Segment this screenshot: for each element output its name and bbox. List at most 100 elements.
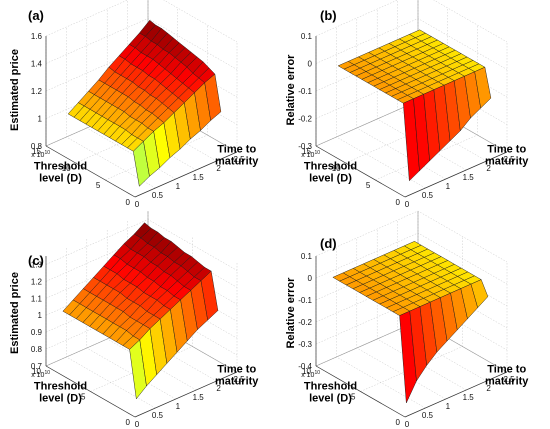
axis-line: [404, 371, 508, 418]
x-tick-label: 1.5: [463, 173, 475, 182]
y-axis-title: Threshold level (D): [304, 381, 357, 405]
y-tick-label: 0: [126, 418, 131, 427]
x-tick-label: 0.5: [422, 411, 434, 420]
x-tick-label: 2: [216, 164, 221, 173]
y-exponent-label: x 1010: [301, 150, 320, 159]
y-tick-label: 0: [396, 198, 401, 207]
surface-patch: [470, 279, 489, 308]
y-tick-label: 0: [396, 418, 401, 427]
z-tick-label: -0.2: [298, 115, 312, 124]
y-exponent-label: x 1010: [31, 150, 50, 159]
y-exponent-power: 10: [314, 150, 320, 156]
back-pane-edge: [315, 100, 419, 147]
y-exponent-power: 10: [314, 370, 320, 376]
z-tick-label: 1.4: [31, 60, 43, 69]
x-tick-label: 2.5: [503, 375, 515, 384]
axis-line: [45, 145, 136, 198]
z-tick-label: 0.9: [31, 328, 43, 337]
panel-label: (c): [28, 253, 44, 268]
z-tick-label: 1: [38, 115, 43, 124]
y-axis-title: Threshold level (D): [304, 161, 357, 185]
x-tick-label: 0.5: [152, 411, 164, 420]
z-tick-label: 1.6: [31, 32, 43, 41]
y-exponent-power: 10: [44, 150, 50, 156]
z-tick-label: 0.1: [301, 252, 313, 261]
axis-line: [315, 365, 406, 418]
z-tick-label: -0.2: [298, 318, 312, 327]
z-tick-label: -0.1: [298, 87, 312, 96]
x-tick-label: 1: [176, 182, 181, 191]
x-tick-label: 1: [176, 402, 181, 411]
x-tick-label: 2.5: [233, 155, 245, 164]
z-tick-label: 0.8: [31, 345, 43, 354]
y-tick-label: 15: [32, 147, 41, 156]
axis-line: [404, 151, 508, 198]
y-tick-label: 5: [81, 393, 86, 402]
y-axis-title: Threshold level (D): [34, 381, 87, 405]
y-tick-label: 10: [32, 367, 41, 376]
x-tick-label: 2.5: [503, 155, 515, 164]
x-axis-title: Time to maturity: [485, 363, 529, 387]
x-tick-label: 0.5: [422, 191, 434, 200]
x-tick-label: 1.5: [193, 393, 205, 402]
y-axis-title: Threshold level (D): [34, 161, 87, 185]
y-tick-label: 5: [351, 393, 356, 402]
surface: [67, 19, 222, 187]
x-axis-title: Time to maturity: [215, 363, 259, 387]
y-tick-label: 10: [332, 164, 341, 173]
y-tick-label: 5: [366, 181, 371, 190]
x-tick-label: 0: [405, 420, 410, 429]
z-axis-title: Estimated price: [9, 272, 21, 354]
grid-line-z: [45, 0, 238, 43]
y-tick-label: 15: [302, 147, 311, 156]
y-exponent-label: x 1010: [301, 370, 320, 379]
axis-line: [134, 151, 238, 198]
x-tick-label: 1.5: [193, 173, 205, 182]
x-tick-label: 1: [446, 402, 451, 411]
z-axis-title: Estimated price: [9, 49, 21, 131]
x-tick-label: 2.5: [233, 375, 245, 384]
z-tick-label: 1.2: [31, 277, 43, 286]
panel-c: 0.7 0.8 0.9 1 1.1 1.2 1.3 0 5 10 0 0.5 1 1.5 2 2.5 x 101…: [9, 211, 259, 429]
panel-label: (a): [28, 8, 44, 23]
surface-patch: [200, 270, 219, 321]
x-axis-title: Time to maturity: [485, 143, 529, 167]
z-tick-label: -0.4: [298, 362, 312, 371]
axis-line: [45, 365, 136, 418]
surface-patch: [204, 73, 222, 121]
x-tick-label: 2: [216, 384, 221, 393]
y-tick-label: 0: [126, 198, 131, 207]
z-axis-title: Relative error: [285, 277, 297, 349]
x-tick-label: 0: [405, 200, 410, 209]
axis-line: [315, 145, 406, 198]
z-tick-label: -0.1: [298, 296, 312, 305]
y-exponent-label: x 1010: [31, 370, 50, 379]
surface-patch: [474, 66, 492, 109]
z-tick-label: 1.3: [31, 260, 43, 269]
z-tick-label: 0.1: [301, 32, 313, 41]
x-tick-label: 1: [446, 182, 451, 191]
x-tick-label: 1.5: [463, 393, 475, 402]
grid-line-z: [315, 0, 508, 43]
y-tick-label: 5: [96, 181, 101, 190]
z-tick-label: 1.1: [31, 294, 43, 303]
x-tick-label: 0: [135, 420, 140, 429]
surface: [62, 222, 219, 400]
z-tick-label: 0: [308, 60, 313, 69]
x-tick-label: 2: [486, 384, 491, 393]
panel-label: (d): [320, 236, 337, 251]
surface: [332, 241, 489, 404]
z-axis-title: Relative error: [285, 54, 297, 126]
surface: [337, 29, 492, 182]
z-tick-label: 0.8: [31, 142, 43, 151]
y-exponent-power: 10: [44, 370, 50, 376]
axis-line: [134, 371, 238, 418]
x-tick-label: 0.5: [152, 191, 164, 200]
z-tick-label: 1: [38, 311, 43, 320]
z-tick-label: 1.2: [31, 87, 43, 96]
z-tick-label: -0.3: [298, 142, 312, 151]
z-tick-label: 0.7: [31, 362, 43, 371]
